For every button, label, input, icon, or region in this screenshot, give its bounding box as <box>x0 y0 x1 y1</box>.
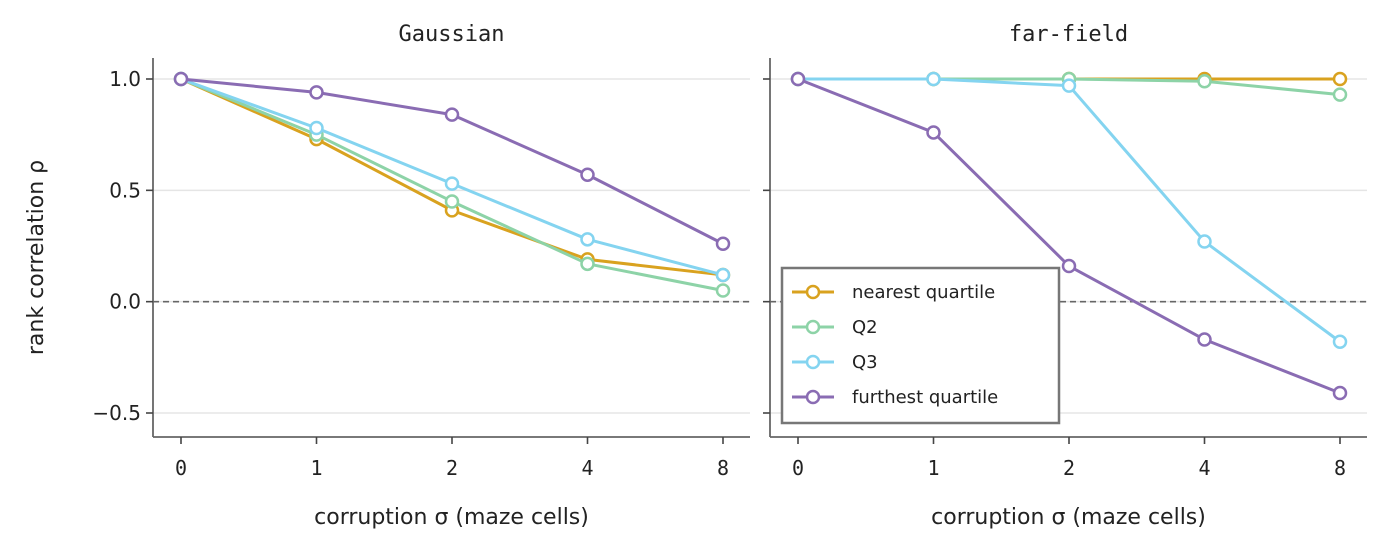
legend-label: Q2 <box>852 317 878 338</box>
x-axis-label: corruption σ (maze cells) <box>931 505 1206 530</box>
data-point <box>1197 73 1212 89</box>
data-point <box>1332 334 1348 349</box>
x-tick-label: 0 <box>175 456 187 480</box>
legend-label: nearest quartile <box>852 282 995 303</box>
data-point <box>309 85 324 100</box>
data-point <box>580 256 595 272</box>
data-point <box>444 194 460 209</box>
data-point <box>444 107 460 122</box>
legend-swatch-marker <box>805 284 821 300</box>
data-point <box>790 71 806 87</box>
data-point <box>715 267 731 283</box>
y-tick-label: −0.5 <box>92 401 141 425</box>
x-tick-label: 4 <box>1198 456 1210 480</box>
legend-swatch-marker <box>805 354 821 370</box>
y-tick-label: 0.5 <box>109 178 141 202</box>
x-tick-label: 2 <box>1063 456 1075 480</box>
data-point <box>926 125 941 140</box>
y-tick-label: 1.0 <box>109 67 141 91</box>
data-point <box>309 120 324 136</box>
chart-title: Gaussian <box>399 22 505 47</box>
legend-swatch-marker <box>805 389 821 405</box>
data-point <box>1061 258 1077 274</box>
data-point <box>1197 332 1212 347</box>
x-tick-label: 4 <box>581 456 593 480</box>
data-point <box>173 71 189 87</box>
x-tick-label: 1 <box>927 456 939 480</box>
data-point <box>1197 234 1212 249</box>
y-tick-label: 0.0 <box>109 290 141 314</box>
x-tick-label: 8 <box>717 456 729 480</box>
x-tick-label: 0 <box>792 456 804 480</box>
chart-title: far-field <box>1009 22 1128 47</box>
legend-swatch-marker <box>805 319 821 335</box>
data-point <box>1061 78 1077 93</box>
data-point <box>1332 385 1348 401</box>
data-point <box>444 176 460 191</box>
data-point <box>580 167 595 182</box>
data-point <box>715 236 731 252</box>
data-point <box>715 283 731 298</box>
series-line <box>180 77 724 246</box>
x-tick-label: 1 <box>310 456 322 480</box>
x-tick-label: 8 <box>1334 456 1346 480</box>
x-tick-label: 2 <box>446 456 458 480</box>
legend-label: Q3 <box>852 352 878 373</box>
data-point <box>926 71 941 87</box>
legend-label: furthest quartile <box>852 387 998 408</box>
data-point <box>1332 87 1348 102</box>
data-point <box>1332 71 1348 87</box>
y-axis-label: rank correlation ρ <box>24 160 49 355</box>
x-axis-label: corruption σ (maze cells) <box>314 505 589 530</box>
data-point <box>580 232 595 247</box>
